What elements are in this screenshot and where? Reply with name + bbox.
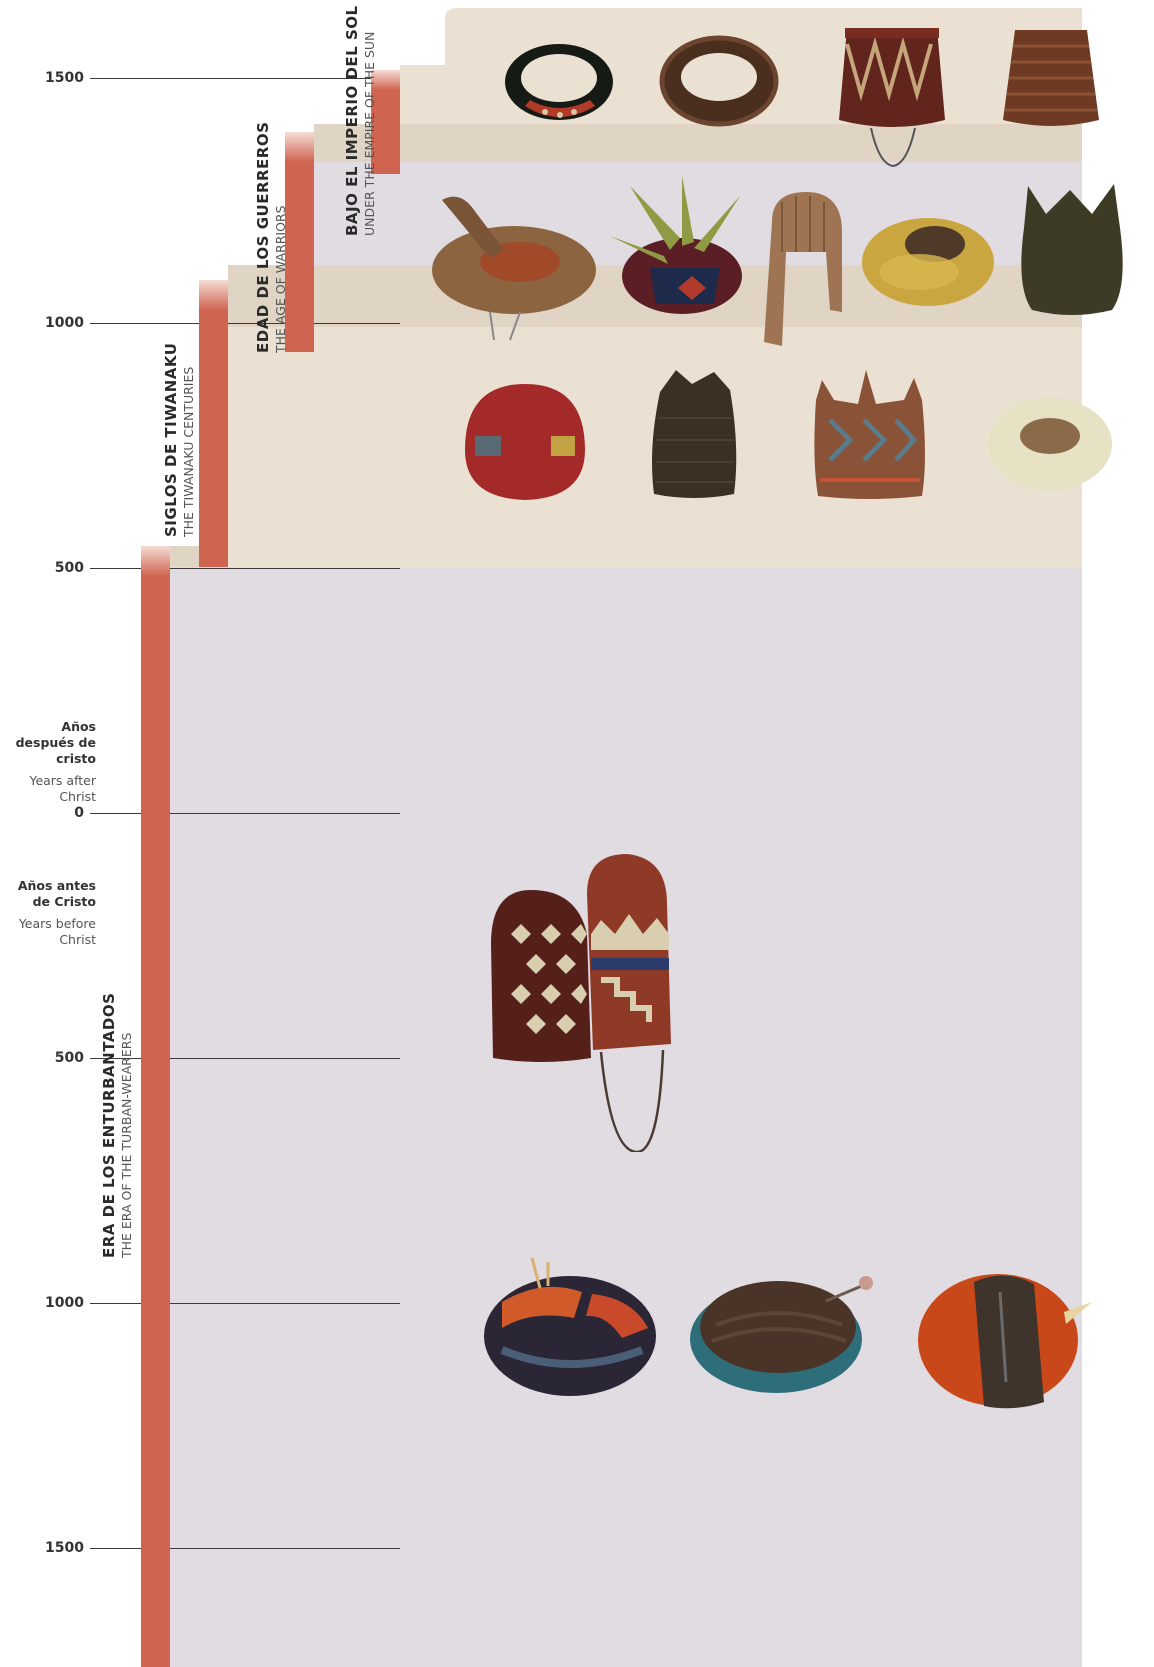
turban-era-band [170, 567, 1082, 1667]
era-title-en: UNDER THE EMPIRE OF THE SUN [362, 31, 377, 236]
before-christ-es: Años antes de Cristo [17, 878, 96, 909]
era-title-es: EDAD DE LOS GUERREROS [254, 121, 272, 353]
striped-fez-image [1003, 30, 1099, 126]
wide-brim-straw-hat-image [432, 196, 596, 341]
brown-turban-with-pin-image [690, 1276, 873, 1393]
tick-label-1000-ad: 1000 [45, 315, 84, 331]
tick-label-500-ad: 500 [54, 560, 84, 576]
tick-label-1000-bc: 1000 [45, 1295, 84, 1311]
patterned-fez-with-cord-image [839, 28, 945, 168]
era-label-guerreros: EDAD DE LOS GUERREROS THE AGE OF WARRIOR… [254, 122, 289, 353]
tick-line-1000-bc [90, 1303, 400, 1304]
era-bar-imperio [371, 70, 400, 174]
tick-label-1500-bc: 1500 [45, 1540, 84, 1556]
red-pile-cap-image [465, 384, 585, 500]
white-fleece-ring-image [988, 398, 1112, 490]
stepped-pattern-knit-caps-image [491, 854, 671, 1152]
warriors-overlap-strip [314, 124, 1082, 162]
dark-woven-hat-image [652, 370, 737, 498]
after-christ-note: Años después de cristo Years after Chris… [0, 719, 96, 805]
yellow-fleece-cap-image [862, 218, 994, 306]
tick-label-1500-ad: 1500 [45, 70, 84, 86]
hood-with-flaps-image [764, 192, 842, 346]
tick-label-500-bc: 500 [54, 1050, 84, 1066]
era-bar-guerreros [285, 132, 314, 352]
four-corner-knit-hat-image [1021, 184, 1123, 315]
tick-label-0: 0 [74, 805, 84, 821]
era-title-es: BAJO EL IMPERIO DEL SOL [343, 5, 361, 236]
tick-line-0 [90, 813, 400, 814]
tick-line-1500-ad [90, 78, 400, 79]
orange-turban-image [918, 1274, 1092, 1409]
tick-line-1500-bc [90, 1548, 400, 1549]
era-label-imperio: BAJO EL IMPERIO DEL SOL UNDER THE EMPIRE… [343, 5, 378, 236]
era-title-es: SIGLOS DE TIWANAKU [162, 342, 180, 537]
era-label-turbantados: ERA DE LOS ENTURBANTADOS THE ERA OF THE … [100, 993, 135, 1258]
era-bar-tiwanaku [199, 280, 228, 567]
era-label-tiwanaku: SIGLOS DE TIWANAKU THE TIWANAKU CENTURIE… [162, 343, 197, 537]
before-christ-en: Years before Christ [18, 916, 96, 947]
tick-line-500-bc [90, 1058, 400, 1059]
tick-line-1000-ad [90, 323, 400, 324]
ring-headband-image [659, 35, 779, 127]
four-point-tapestry-hat-image [814, 370, 925, 499]
tick-line-500-ad [90, 568, 400, 569]
era-bar-turbantados [141, 546, 170, 1667]
after-christ-es: Años después de cristo [15, 719, 96, 766]
beaded-necklace-headband-image [505, 44, 613, 120]
era-title-en: THE AGE OF WARRIORS [273, 205, 288, 353]
era-title-en: THE ERA OF THE TURBAN-WEARERS [119, 1032, 134, 1258]
feathered-cap-image [610, 176, 742, 314]
era-title-es: ERA DE LOS ENTURBANTADOS [100, 992, 118, 1258]
era-title-en: THE TIWANAKU CENTURIES [181, 366, 196, 537]
multicolor-turban-image [484, 1258, 656, 1396]
after-christ-en: Years after Christ [29, 773, 96, 804]
before-christ-note: Años antes de Cristo Years before Christ [0, 878, 96, 948]
